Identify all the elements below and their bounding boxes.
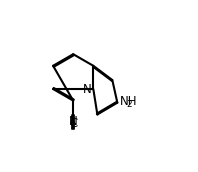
Text: 2: 2 <box>127 100 132 109</box>
Text: NH: NH <box>119 95 137 108</box>
Text: N: N <box>69 115 78 128</box>
Text: C: C <box>69 117 77 130</box>
Text: N: N <box>83 83 92 95</box>
